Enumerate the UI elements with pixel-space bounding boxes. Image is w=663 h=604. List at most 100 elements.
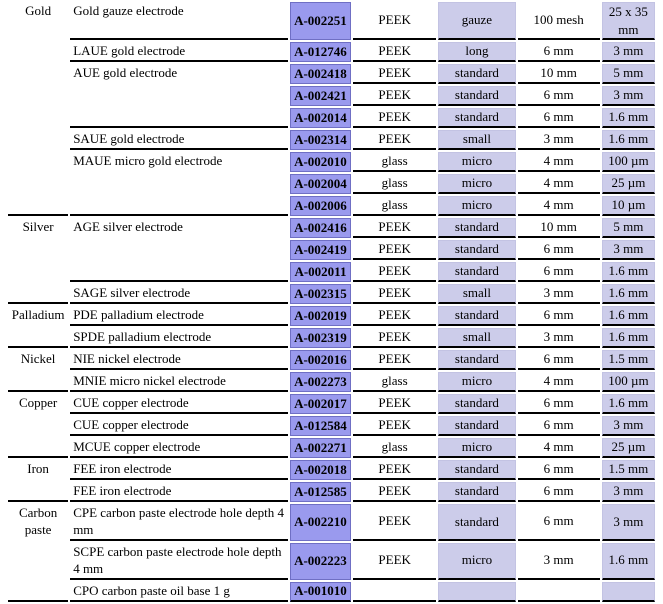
product-name-cell: CUE copper electrode [70,394,288,415]
body-material-cell: glass [353,438,437,459]
body-material-cell: PEEK [353,86,437,107]
material-cell: Silver [8,218,69,305]
dimension-2-cell: 3 mm [601,240,655,261]
dimension-1-cell: 6 mm [517,394,600,415]
product-code-cell: A-002251 [289,2,352,41]
electrode-type-cell: standard [438,108,516,129]
dimension-1-cell: 6 mm [517,86,600,107]
table-row: MCUE copper electrode A-002271 glass micro 4… [8,438,655,459]
dimension-2-cell: 1.6 mm [601,130,655,151]
dimension-1-cell: 4 mm [517,438,600,459]
electrode-product-table: Gold Gold gauze electrode A-002251 PEEK gauz… [6,0,657,604]
table-row: CPO carbon paste oil base 1 g A-001010 [8,581,655,602]
product-name-cell: SPDE palladium electrode [70,328,288,349]
product-name-cell: MCUE copper electrode [70,438,288,459]
product-name-cell: LAUE gold electrode [70,42,288,63]
product-code-cell: A-002011 [289,262,352,283]
electrode-type-cell [438,581,516,602]
electrode-type-cell: standard [438,504,516,541]
product-code-cell: A-002210 [289,504,352,541]
dimension-1-cell: 3 mm [517,543,600,580]
product-code-cell: A-002006 [289,196,352,217]
body-material-cell: glass [353,196,437,217]
dimension-1-cell: 6 mm [517,108,600,129]
product-code-cell: A-002315 [289,284,352,305]
product-code-cell: A-002418 [289,64,352,85]
electrode-type-cell: micro [438,372,516,393]
product-code-cell: A-002419 [289,240,352,261]
product-name-cell: CPE carbon paste electrode hole depth 4 … [70,504,288,541]
product-name-cell: AGE silver electrode [70,218,288,283]
dimension-1-cell: 3 mm [517,328,600,349]
product-code-cell: A-002314 [289,130,352,151]
dimension-2-cell [601,581,655,602]
table-row: SAUE gold electrode A-002314 PEEK small 3 mm… [8,130,655,151]
body-material-cell: PEEK [353,306,437,327]
table-row: A-002419 PEEK standard 6 mm 3 mm [8,240,655,261]
electrode-type-cell: standard [438,240,516,261]
dimension-2-cell: 3 mm [601,482,655,503]
body-material-cell: PEEK [353,482,437,503]
electrode-type-cell: standard [438,416,516,437]
electrode-type-cell: small [438,328,516,349]
electrode-type-cell: micro [438,438,516,459]
dimension-1-cell: 100 mesh [517,2,600,41]
electrode-type-cell: micro [438,196,516,217]
table-row: A-002006 glass micro 4 mm 10 µm [8,196,655,217]
electrode-type-cell: micro [438,174,516,195]
dimension-1-cell: 3 mm [517,284,600,305]
product-code-cell: A-002016 [289,350,352,371]
table-row: Gold Gold gauze electrode A-002251 PEEK gauz… [8,2,655,217]
material-cell: Nickel [8,350,69,393]
table-row: MAUE micro gold electrode A-002010 glass mi… [8,152,655,217]
product-code-cell: A-002273 [289,372,352,393]
dimension-2-cell: 3 mm [601,42,655,63]
product-name-cell: AUE gold electrode [70,64,288,129]
dimension-1-cell: 4 mm [517,152,600,173]
body-material-cell: PEEK [353,350,437,371]
table-row: SCPE carbon paste electrode hole depth 4… [8,542,655,580]
product-code-cell: A-002010 [289,152,352,173]
electrode-type-cell: standard [438,460,516,481]
product-name-cell: SAUE gold electrode [70,130,288,151]
material-cell: Gold [8,2,69,217]
table-row: Carbon paste CPE carbon paste electrode h… [8,504,655,602]
electrode-type-cell: standard [438,218,516,239]
material-cell: Copper [8,394,69,459]
table-row: MNIE micro nickel electrode A-002273 glass… [8,372,655,393]
body-material-cell: PEEK [353,2,437,41]
table-row: Copper CUE copper electrode A-002017 PEEK st… [8,394,655,459]
electrode-type-cell: standard [438,350,516,371]
product-name-cell: FEE iron electrode [70,482,288,503]
dimension-1-cell: 6 mm [517,262,600,283]
dimension-1-cell: 4 mm [517,174,600,195]
product-code-cell: A-002223 [289,542,352,580]
product-name-cell: MNIE micro nickel electrode [70,372,288,393]
product-name-cell: CUE copper electrode [70,416,288,437]
table-row: FEE iron electrode A-012585 PEEK standard 6 … [8,482,655,503]
product-code-cell: A-002014 [289,108,352,129]
table-row: SAGE silver electrode A-002315 PEEK small 3 … [8,284,655,305]
table-row: AUE gold electrode A-002418 PEEK standard 10… [8,64,655,129]
dimension-2-cell: 1.6 mm [601,108,655,129]
body-material-cell: PEEK [353,108,437,129]
table-row: A-002011 PEEK standard 6 mm 1.6 mm [8,262,655,283]
electrode-type-cell: standard [438,394,516,415]
dimension-1-cell: 10 mm [517,218,600,239]
dimension-2-cell: 1.6 mm [601,284,655,305]
dimension-1-cell: 6 mm [517,240,600,261]
dimension-1-cell: 6 mm [517,416,600,437]
dimension-2-cell: 1.6 mm [601,306,655,327]
electrode-type-cell: standard [438,86,516,107]
electrode-type-cell: small [438,284,516,305]
body-material-cell: PEEK [353,240,437,261]
product-code-cell: A-002004 [289,174,352,195]
electrode-type-cell: gauze [438,2,516,41]
body-material-cell: PEEK [353,64,437,85]
electrode-type-cell: standard [438,262,516,283]
product-code-cell: A-012746 [289,42,352,63]
material-cell: Carbon paste [8,504,69,602]
body-material-cell: PEEK [353,130,437,151]
body-material-cell: PEEK [353,218,437,239]
product-code-cell: A-001010 [289,581,352,602]
